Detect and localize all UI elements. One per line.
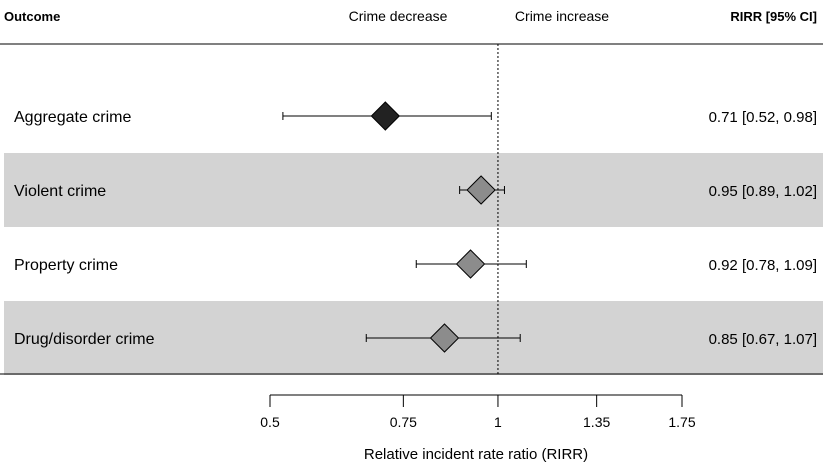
row-estimate: 0.71 [0.52, 0.98] bbox=[709, 109, 817, 126]
header-outcome: Outcome bbox=[4, 9, 60, 24]
estimate-diamond bbox=[455, 249, 486, 279]
x-tick-label: 1 bbox=[494, 414, 502, 430]
estimate-diamond bbox=[466, 175, 496, 205]
header-crime-decrease: Crime decrease bbox=[349, 8, 448, 24]
x-axis: 0.5 0.75 1 1.35 1.75 bbox=[260, 394, 696, 430]
header-rirr: RIRR [95% CI] bbox=[730, 9, 817, 24]
row-estimate: 0.85 [0.67, 1.07] bbox=[709, 331, 817, 348]
row-band bbox=[4, 153, 823, 227]
row-estimate: 0.92 [0.78, 1.09] bbox=[709, 257, 817, 274]
x-tick-label: 1.75 bbox=[668, 414, 695, 430]
plot-header: Outcome Crime decrease Crime increase RI… bbox=[4, 8, 817, 24]
row-label: Property crime bbox=[14, 257, 118, 274]
estimate-diamond bbox=[429, 323, 460, 353]
row-estimate: 0.95 [0.89, 1.02] bbox=[709, 183, 817, 200]
x-axis-title: Relative incident rate ratio (RIRR) bbox=[364, 446, 588, 463]
x-tick-label: 0.75 bbox=[390, 414, 417, 430]
forest-rows: Aggregate crime 0.71 [0.52, 0.98] Violent … bbox=[14, 101, 817, 353]
row-label: Aggregate crime bbox=[14, 109, 131, 126]
header-crime-increase: Crime increase bbox=[515, 8, 609, 24]
row-label: Drug/disorder crime bbox=[14, 331, 155, 348]
x-tick-label: 1.35 bbox=[583, 414, 610, 430]
row-label: Violent crime bbox=[14, 183, 106, 200]
x-tick-label: 0.5 bbox=[260, 414, 280, 430]
estimate-diamond bbox=[370, 101, 401, 131]
